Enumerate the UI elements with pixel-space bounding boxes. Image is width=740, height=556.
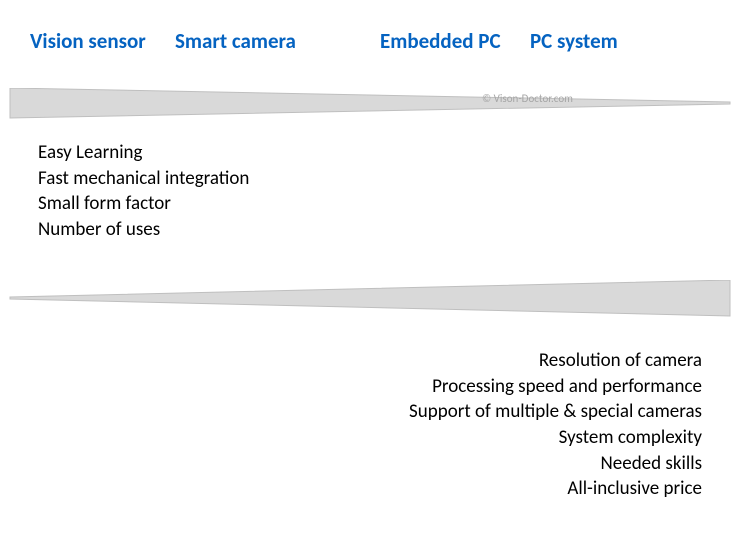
left-attr-item: Easy Learning <box>38 140 249 166</box>
right-attr-item: All-inclusive price <box>0 476 702 502</box>
header-pc-system: PC system <box>530 28 618 54</box>
left-attr-item: Fast mechanical integration <box>38 166 249 192</box>
wedge-bottom <box>0 280 740 324</box>
right-attr-item: System complexity <box>0 425 702 451</box>
left-attr-item: Number of uses <box>38 217 249 243</box>
header-smart-camera: Smart camera <box>175 28 296 54</box>
left-attribute-list: Easy Learning Fast mechanical integratio… <box>0 140 249 243</box>
header-embedded-pc: Embedded PC <box>380 28 501 54</box>
right-attribute-list: Resolution of camera Processing speed an… <box>0 348 740 502</box>
header-row: Vision sensor Smart camera Embedded PC P… <box>0 0 740 28</box>
right-attr-item: Needed skills <box>0 451 702 477</box>
right-attr-item: Processing speed and performance <box>0 374 702 400</box>
left-attr-item: Small form factor <box>38 191 249 217</box>
header-vision-sensor: Vision sensor <box>30 28 146 54</box>
right-attr-item: Support of multiple & special cameras <box>0 399 702 425</box>
right-attr-item: Resolution of camera <box>0 348 702 374</box>
wedge-top-container: © Vison-Doctor.com <box>0 88 740 118</box>
watermark-text: © Vison-Doctor.com <box>482 92 573 105</box>
wedge-bottom-container <box>0 280 740 316</box>
wedge-top <box>0 88 740 126</box>
